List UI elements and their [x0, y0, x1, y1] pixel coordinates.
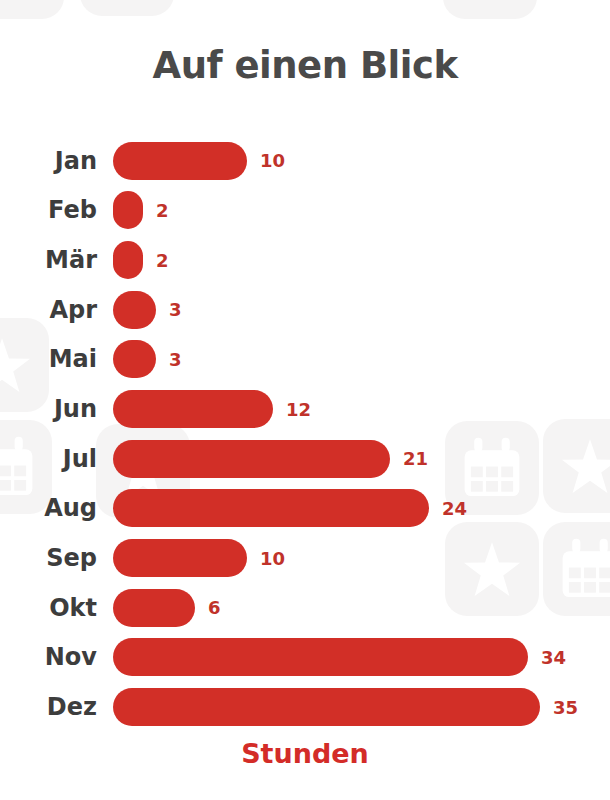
chart-row-okt: Okt 6	[0, 583, 610, 633]
bar	[113, 589, 195, 627]
bar	[113, 142, 247, 180]
value-label: 24	[442, 498, 467, 519]
category-label: Apr	[0, 296, 97, 324]
value-label: 35	[553, 697, 578, 718]
bar	[113, 638, 528, 676]
value-label: 34	[541, 647, 566, 668]
category-label: Dez	[0, 693, 97, 721]
calendar-watermark-icon	[80, 0, 174, 16]
bar	[113, 291, 156, 329]
value-label: 21	[403, 448, 428, 469]
value-label: 12	[286, 399, 311, 420]
bar	[113, 489, 429, 527]
category-label: Okt	[0, 594, 97, 622]
chart-row-nov: Nov 34	[0, 633, 610, 683]
bar	[113, 340, 156, 378]
value-label: 10	[260, 150, 285, 171]
calendar-watermark-icon	[443, 0, 537, 19]
chart-row-aug: Aug 24	[0, 484, 610, 534]
chart-page: Auf einen Blick Jan 10 Feb 2 Mär 2 Apr 3 Mai 3 Jun…	[0, 0, 610, 800]
category-label: Jun	[0, 395, 97, 423]
bar	[113, 688, 540, 726]
bar-chart: Jan 10 Feb 2 Mär 2 Apr 3 Mai 3 Jun 12 Jul 21 Aug 24 Sep 1…	[0, 136, 610, 732]
value-label: 3	[169, 349, 182, 370]
value-label: 10	[260, 548, 285, 569]
category-label: Aug	[0, 494, 97, 522]
category-label: Nov	[0, 643, 97, 671]
chart-row-jul: Jul 21	[0, 434, 610, 484]
bar	[113, 539, 247, 577]
chart-row-jan: Jan 10	[0, 136, 610, 186]
x-axis-label: Stunden	[0, 738, 610, 769]
chart-row-mär: Mär 2	[0, 235, 610, 285]
chart-row-dez: Dez 35	[0, 682, 610, 732]
category-label: Jan	[0, 147, 97, 175]
chart-row-feb: Feb 2	[0, 186, 610, 236]
chart-row-sep: Sep 10	[0, 533, 610, 583]
category-label: Mai	[0, 345, 97, 373]
bar	[113, 191, 143, 229]
bar	[113, 390, 273, 428]
value-label: 6	[208, 597, 221, 618]
chart-row-apr: Apr 3	[0, 285, 610, 335]
value-label: 3	[169, 299, 182, 320]
bar	[113, 440, 390, 478]
chart-title: Auf einen Blick	[0, 44, 610, 87]
value-label: 2	[156, 200, 169, 221]
category-label: Jul	[0, 445, 97, 473]
chart-row-mai: Mai 3	[0, 335, 610, 385]
value-label: 2	[156, 250, 169, 271]
star-watermark-icon	[0, 0, 64, 19]
category-label: Mär	[0, 246, 97, 274]
category-label: Sep	[0, 544, 97, 572]
chart-row-jun: Jun 12	[0, 384, 610, 434]
category-label: Feb	[0, 196, 97, 224]
bar	[113, 241, 143, 279]
